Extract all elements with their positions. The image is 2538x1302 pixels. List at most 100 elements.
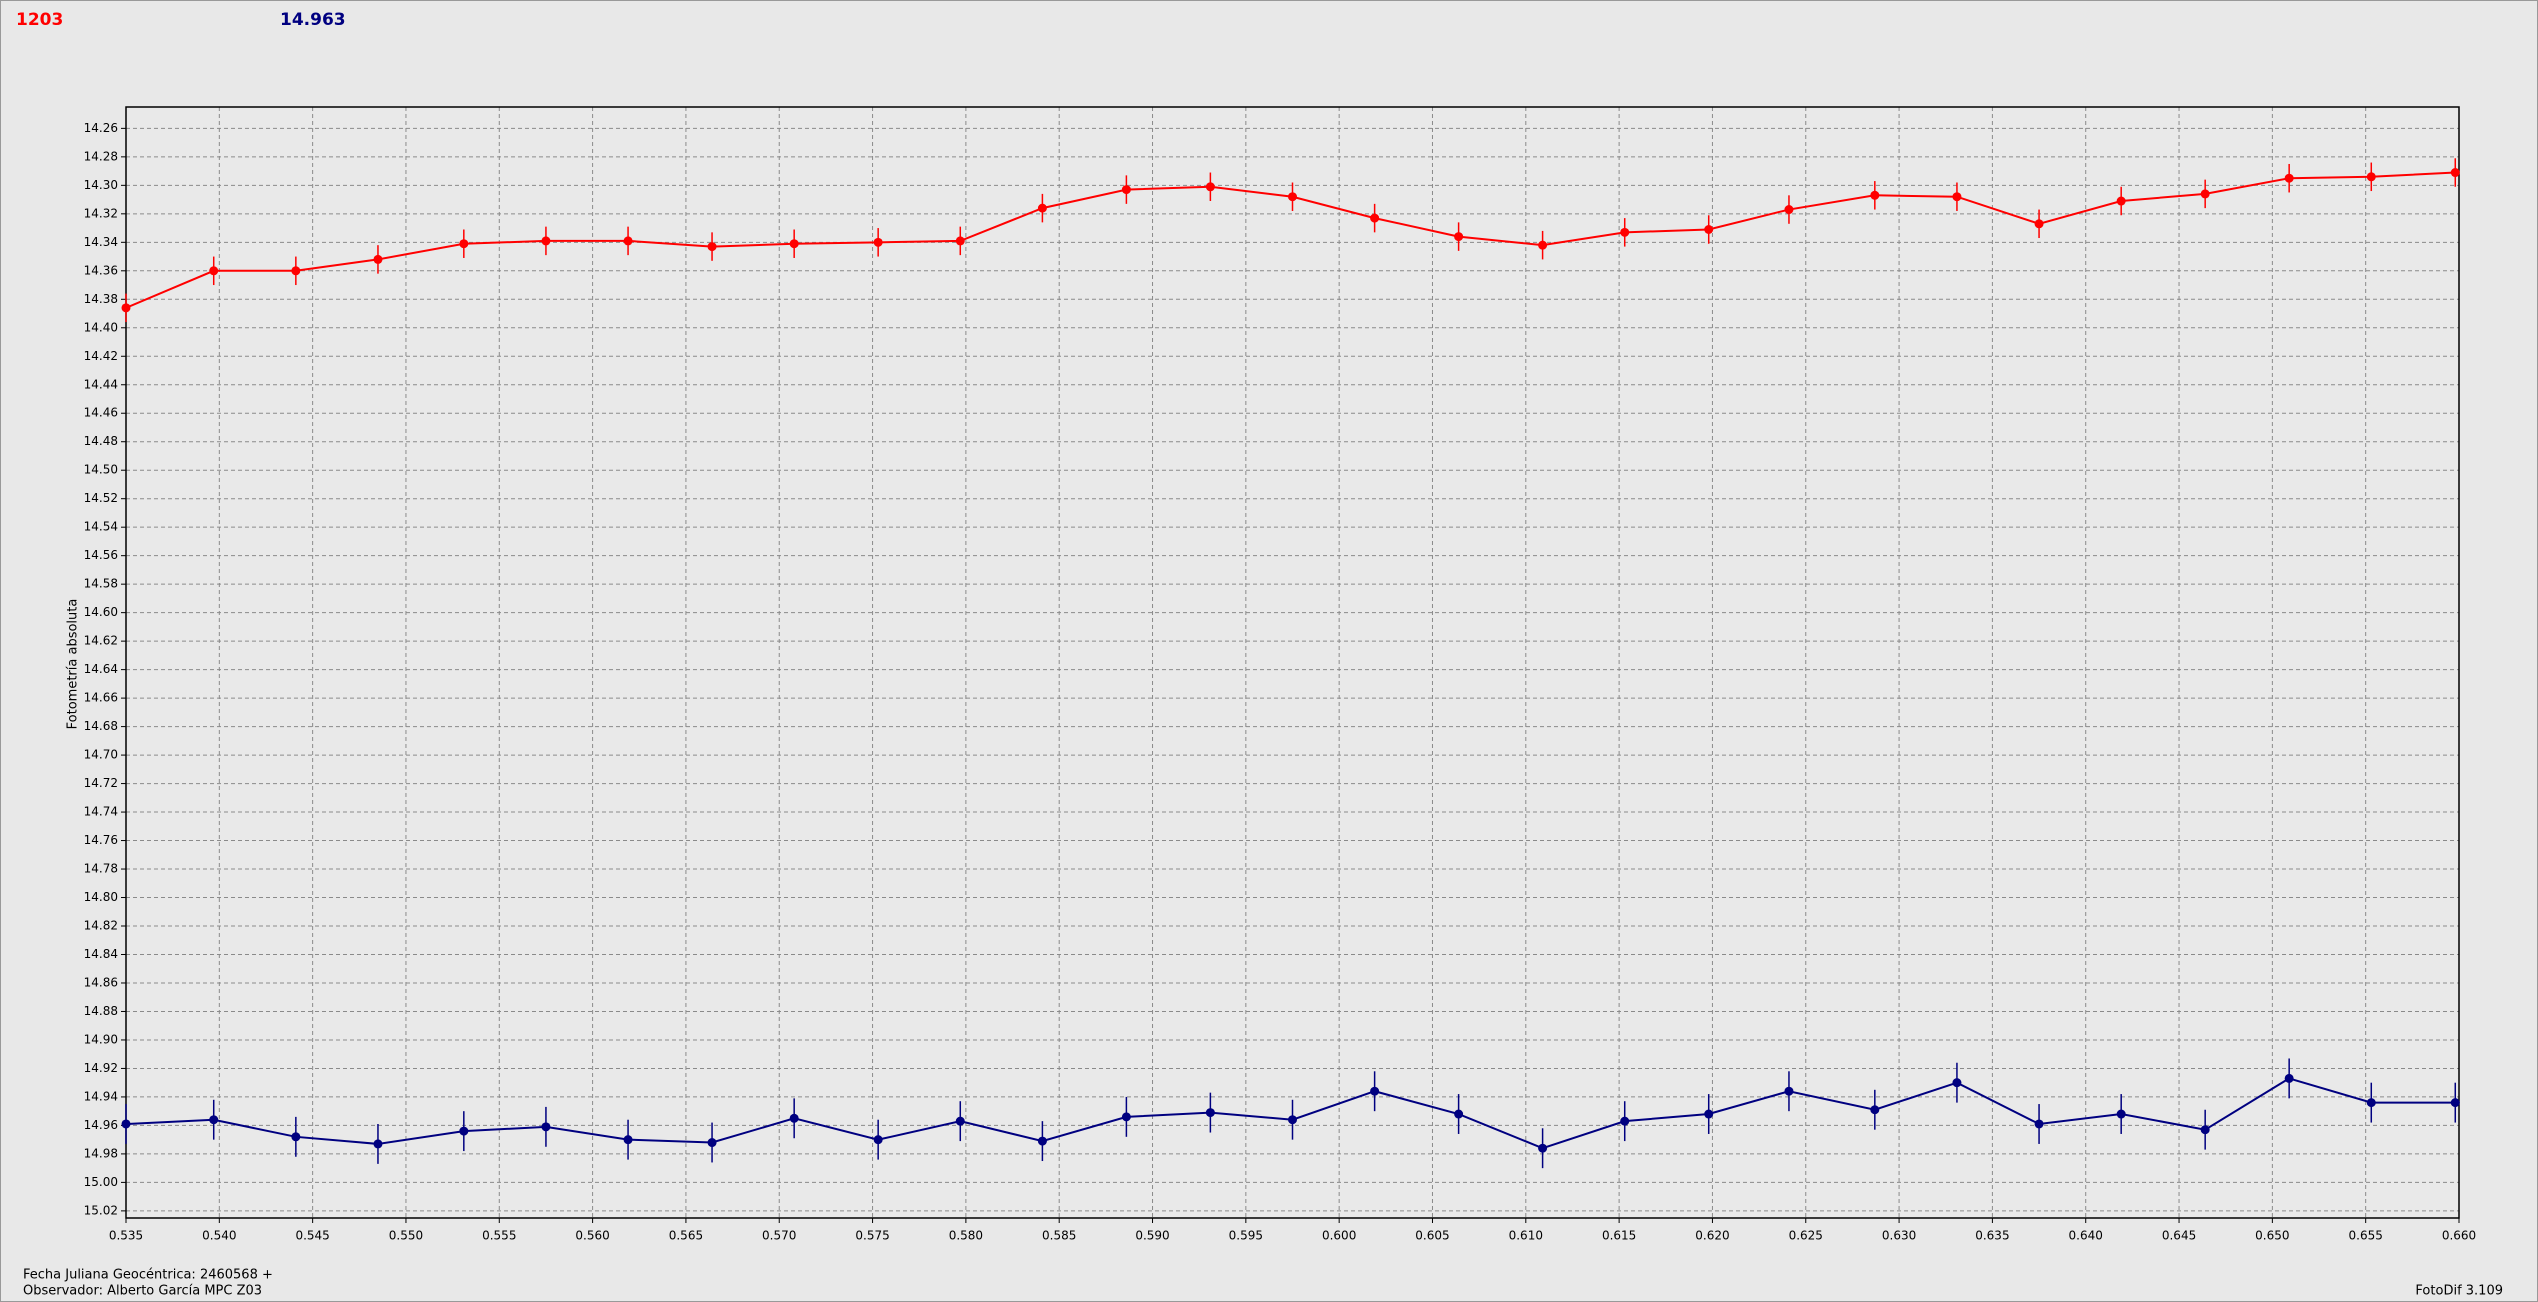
y-tick-label: 14.58 — [84, 577, 118, 591]
x-tick-label: 0.650 — [2255, 1229, 2289, 1243]
y-axis-label: Fotometría absoluta — [66, 599, 81, 730]
data-point — [2034, 1119, 2044, 1129]
data-point — [1538, 1143, 1548, 1153]
footer-line: Fecha Juliana Geocéntrica: 2460568 + — [23, 1268, 273, 1283]
x-tick-label: 0.585 — [1042, 1229, 1076, 1243]
data-point — [955, 236, 965, 246]
y-tick-label: 14.36 — [84, 263, 118, 277]
y-tick-label: 14.90 — [84, 1032, 118, 1046]
y-tick-label: 14.62 — [84, 634, 118, 648]
y-tick-label: 14.44 — [84, 377, 118, 391]
x-tick-label: 0.630 — [1882, 1229, 1916, 1243]
x-tick-label: 0.625 — [1789, 1229, 1823, 1243]
legend-label: 14.963 — [280, 10, 346, 30]
y-tick-label: 14.34 — [84, 235, 118, 249]
data-point — [1370, 213, 1380, 223]
y-tick-label: 14.70 — [84, 748, 118, 762]
data-point — [2366, 1098, 2376, 1108]
data-point — [955, 1116, 965, 1126]
data-point — [1370, 1086, 1380, 1096]
y-tick-label: 15.02 — [84, 1203, 118, 1217]
x-tick-label: 0.565 — [669, 1229, 703, 1243]
legend-label: 1203 — [16, 10, 63, 30]
y-tick-label: 14.96 — [84, 1118, 118, 1132]
x-tick-label: 0.660 — [2442, 1229, 2476, 1243]
data-point — [2200, 189, 2210, 199]
data-point — [1870, 1105, 1880, 1115]
y-tick-label: 14.76 — [84, 833, 118, 847]
data-point — [707, 242, 717, 252]
y-tick-label: 14.88 — [84, 1004, 118, 1018]
y-tick-label: 14.78 — [84, 862, 118, 876]
y-tick-label: 14.74 — [84, 805, 118, 819]
y-tick-label: 14.86 — [84, 975, 118, 989]
x-tick-label: 0.590 — [1135, 1229, 1169, 1243]
x-tick-label: 0.615 — [1602, 1229, 1636, 1243]
x-tick-label: 0.655 — [2349, 1229, 2383, 1243]
y-tick-label: 14.92 — [84, 1061, 118, 1075]
x-tick-label: 0.540 — [202, 1229, 236, 1243]
data-point — [623, 236, 633, 246]
y-tick-label: 14.66 — [84, 691, 118, 705]
x-tick-label: 0.605 — [1415, 1229, 1449, 1243]
data-point — [1952, 1078, 1962, 1088]
y-tick-label: 14.48 — [84, 434, 118, 448]
data-point — [1454, 1109, 1464, 1119]
data-point — [459, 239, 469, 249]
x-tick-label: 0.550 — [389, 1229, 423, 1243]
data-point — [2284, 1073, 2294, 1083]
data-point — [209, 1115, 219, 1125]
data-point — [541, 236, 551, 246]
data-point — [1620, 1116, 1630, 1126]
x-tick-label: 0.570 — [762, 1229, 796, 1243]
footer-line: Observador: Alberto García MPC Z03 — [23, 1284, 262, 1299]
data-point — [873, 237, 883, 247]
y-tick-label: 14.94 — [84, 1089, 118, 1103]
x-tick-label: 0.620 — [1695, 1229, 1729, 1243]
data-point — [2116, 196, 2126, 206]
x-tick-label: 0.640 — [2069, 1229, 2103, 1243]
y-tick-label: 14.84 — [84, 947, 118, 961]
data-point — [1205, 1108, 1215, 1118]
data-point — [373, 254, 383, 264]
y-tick-label: 14.56 — [84, 548, 118, 562]
y-tick-label: 14.82 — [84, 919, 118, 933]
data-point — [1784, 1086, 1794, 1096]
data-point — [1870, 190, 1880, 200]
y-tick-label: 14.40 — [84, 320, 118, 334]
x-tick-label: 0.545 — [295, 1229, 329, 1243]
y-tick-label: 14.52 — [84, 491, 118, 505]
data-point — [1784, 205, 1794, 215]
data-point — [291, 1132, 301, 1142]
data-point — [2366, 172, 2376, 182]
x-tick-label: 0.535 — [109, 1229, 143, 1243]
x-tick-label: 0.610 — [1509, 1229, 1543, 1243]
x-tick-label: 0.645 — [2162, 1229, 2196, 1243]
x-tick-label: 0.580 — [949, 1229, 983, 1243]
data-point — [291, 266, 301, 276]
data-point — [121, 1119, 131, 1129]
data-point — [1454, 232, 1464, 242]
x-tick-label: 0.555 — [482, 1229, 516, 1243]
data-point — [209, 266, 219, 276]
plot-border — [125, 106, 2460, 1219]
data-point — [1288, 1115, 1297, 1125]
y-tick-label: 14.60 — [84, 605, 118, 619]
footer-version: FotoDif 3.109 — [2415, 1284, 2503, 1299]
data-point — [1620, 227, 1630, 237]
data-point — [2450, 168, 2460, 178]
data-point — [1121, 185, 1131, 195]
data-point — [2034, 219, 2044, 229]
data-point — [1704, 224, 1714, 234]
data-point — [1704, 1109, 1714, 1119]
data-point — [2200, 1125, 2210, 1135]
y-tick-label: 14.64 — [84, 662, 118, 676]
y-tick-label: 14.46 — [84, 406, 118, 420]
y-tick-label: 14.54 — [84, 520, 118, 534]
data-point — [1288, 192, 1297, 202]
plot-area — [126, 107, 2459, 1218]
data-point — [789, 1113, 799, 1123]
data-point — [121, 303, 131, 313]
data-point — [1121, 1112, 1131, 1122]
